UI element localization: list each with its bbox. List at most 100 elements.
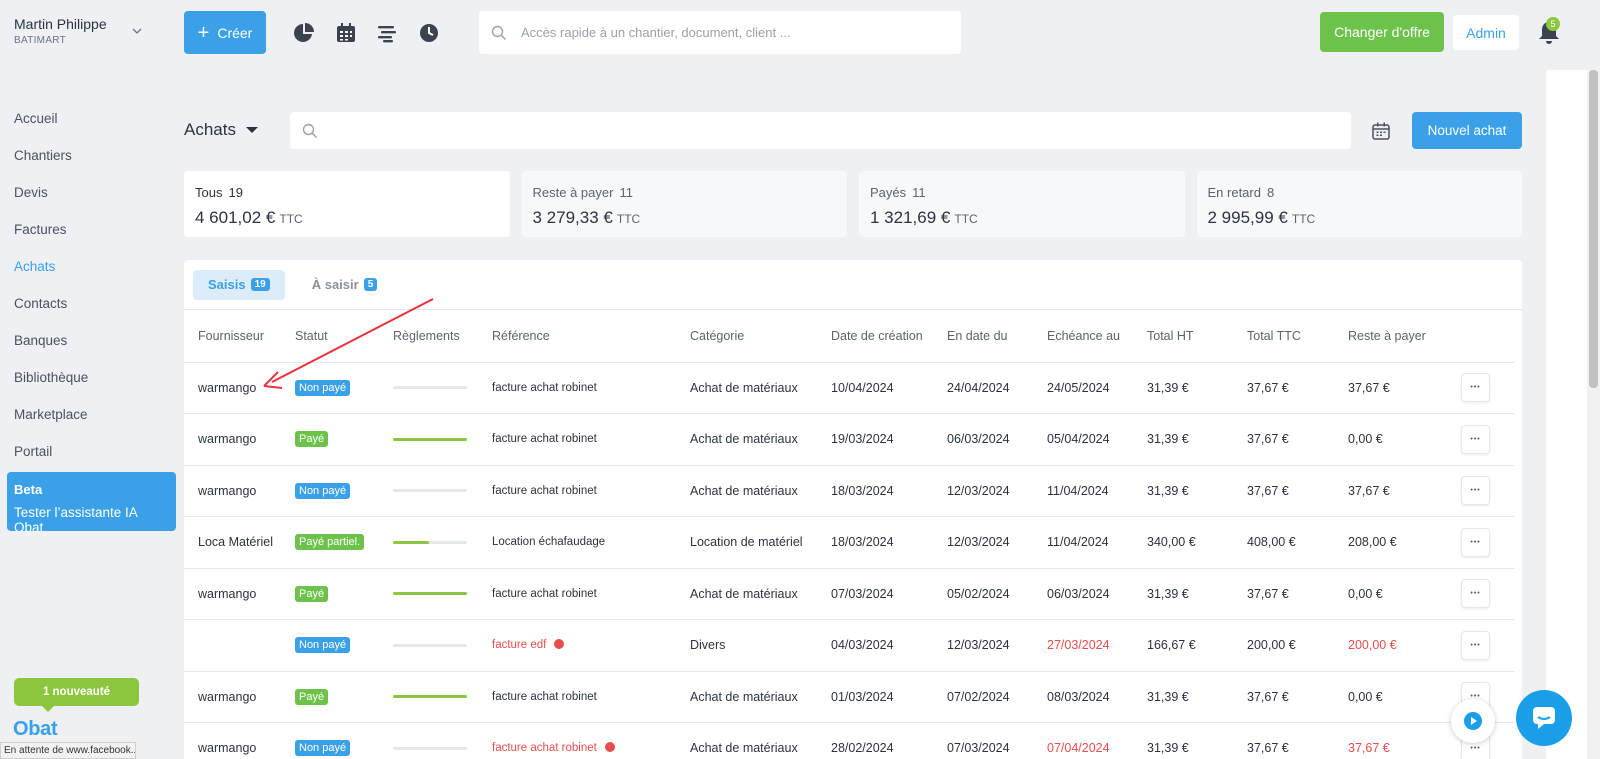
summary-card[interactable]: Tous 19 4 601,02 € TTC — [184, 171, 510, 237]
column-header[interactable]: Echéance au — [1033, 310, 1133, 363]
more-options-button[interactable]: ••• — [1461, 579, 1490, 609]
video-play-button[interactable] — [1451, 699, 1495, 743]
creation-date-cell: 10/04/2024 — [817, 362, 933, 414]
sidebar-item-chantiers[interactable]: Chantiers — [14, 148, 72, 163]
sidebar-item-marketplace[interactable]: Marketplace — [14, 407, 88, 422]
total-ht-cell: 340,00 € — [1133, 516, 1233, 569]
global-search[interactable] — [479, 11, 961, 54]
sidebar: Accueil Chantiers Devis Factures Achats Conta… — [0, 100, 176, 470]
sidebar-item-factures[interactable]: Factures — [14, 222, 67, 237]
status-badge: Non payé — [295, 379, 351, 396]
column-header[interactable]: Fournisseur — [184, 310, 281, 363]
total-ht-cell: 166,67 € — [1133, 619, 1233, 672]
summary-card[interactable]: Payés 11 1 321,69 € TTC — [859, 171, 1185, 237]
invoice-date-cell: 12/03/2024 — [933, 465, 1033, 517]
tab-label: Saisis — [208, 277, 246, 292]
category-cell: Achat de matériaux — [676, 722, 817, 759]
global-search-input[interactable] — [521, 25, 941, 40]
clock-icon[interactable] — [418, 22, 440, 44]
payment-progress-bar — [393, 386, 467, 390]
scrollbar-thumb[interactable] — [1589, 70, 1598, 388]
purchases-search[interactable] — [290, 112, 1351, 149]
date-filter-calendar-icon[interactable] — [1370, 120, 1392, 142]
table-row[interactable]: warmango Non payé facture achat robinet Ach… — [184, 362, 1514, 414]
column-header[interactable]: Date de création — [817, 310, 933, 363]
sidebar-item-portail[interactable]: Portail — [14, 444, 53, 459]
table-row[interactable]: warmango Payé facture achat robinet Achat d… — [184, 413, 1514, 466]
account-switcher[interactable]: Martin Philippe BATIMART — [14, 16, 154, 46]
admin-button[interactable]: Admin — [1453, 15, 1519, 50]
summary-cards: Tous 19 4 601,02 € TTC Reste à payer 11 3 279,… — [184, 171, 1522, 237]
card-label-text: Payés — [870, 185, 907, 200]
ellipsis-icon: ••• — [1470, 693, 1481, 701]
chevron-down-icon — [132, 28, 142, 34]
late-indicator-dot — [604, 742, 615, 753]
payments-cell — [379, 619, 478, 672]
tabs: Saisis 19 À saisir 5 — [184, 260, 1522, 310]
more-options-button[interactable]: ••• — [1461, 527, 1490, 557]
sidebar-item-achats[interactable]: Achats — [14, 259, 56, 274]
tab-a-saisir[interactable]: À saisir 5 — [297, 270, 393, 300]
purchases-search-input[interactable] — [328, 123, 1328, 138]
table-row[interactable]: warmango Payé facture achat robinet Achat d… — [184, 568, 1514, 620]
card-amount-suffix: TTC — [279, 212, 303, 226]
column-header[interactable]: Référence — [478, 310, 676, 363]
more-options-button[interactable]: ••• — [1461, 424, 1490, 454]
supplier-cell: Loca Matériel — [184, 516, 281, 569]
pie-chart-icon[interactable] — [293, 22, 315, 44]
column-header[interactable]: Statut — [281, 310, 379, 363]
more-options-button[interactable]: ••• — [1461, 373, 1490, 403]
planning-bars-icon[interactable] — [376, 22, 398, 44]
sidebar-item-contacts[interactable]: Contacts — [14, 296, 68, 311]
due-date-cell: 24/05/2024 — [1033, 362, 1133, 414]
supplier-cell: warmango — [184, 465, 281, 517]
actions-cell: ••• — [1447, 619, 1514, 672]
page-title-dropdown[interactable]: Achats — [184, 120, 258, 140]
beta-ai-assistant-button[interactable]: Beta Tester l’assistante IA Obat — [7, 472, 176, 535]
column-header[interactable]: Total TTC — [1233, 310, 1334, 363]
calendar-icon[interactable] — [335, 22, 357, 44]
sidebar-item-banques[interactable]: Banques — [14, 333, 68, 348]
tab-count-badge: 19 — [250, 278, 270, 291]
card-amount: 1 321,69 € TTC — [870, 208, 1174, 228]
more-options-button[interactable]: ••• — [1461, 476, 1490, 506]
browser-status-bar: En attente de www.facebook... — [0, 742, 136, 759]
invoice-date-cell: 24/04/2024 — [933, 362, 1033, 414]
beta-title: Beta — [14, 482, 43, 497]
late-indicator-dot — [554, 639, 565, 650]
column-header[interactable]: Total HT — [1133, 310, 1233, 363]
card-amount-suffix: TTC — [954, 212, 978, 226]
card-amount-suffix: TTC — [616, 212, 641, 226]
remaining-cell: 200,00 € — [1334, 619, 1447, 672]
more-options-button[interactable]: ••• — [1461, 630, 1490, 660]
column-header[interactable]: En date du — [933, 310, 1033, 363]
table-row[interactable]: Loca Matériel Payé partiel. Location échaf… — [184, 516, 1514, 569]
card-count: 11 — [912, 185, 926, 200]
table-row[interactable]: warmango Non payé facture achat robinet Ach… — [184, 465, 1514, 517]
category-cell: Location de matériel — [676, 516, 817, 569]
news-badge[interactable]: 1 nouveauté — [14, 678, 139, 712]
remaining-cell: 37,67 € — [1334, 465, 1447, 517]
column-header[interactable]: Reste à payer — [1334, 310, 1447, 363]
summary-card[interactable]: En retard 8 2 995,99 € TTC — [1196, 171, 1522, 237]
sidebar-item-devis[interactable]: Devis — [14, 185, 48, 200]
card-label-text: Reste à payer — [532, 185, 614, 200]
table-row[interactable]: Non payé facture edf Divers 04/03/2024 12/03… — [184, 619, 1514, 672]
payments-cell — [379, 362, 478, 414]
column-header[interactable]: Règlements — [379, 310, 478, 363]
change-offer-button[interactable]: Changer d'offre — [1320, 12, 1444, 52]
status-badge: Payé — [295, 585, 329, 602]
card-amount: 3 279,33 € TTC — [533, 208, 837, 228]
sidebar-item-accueil[interactable]: Accueil — [14, 111, 58, 126]
chat-button[interactable] — [1516, 690, 1572, 746]
new-purchase-button[interactable]: Nouvel achat — [1412, 112, 1522, 149]
tab-saisis[interactable]: Saisis 19 — [193, 269, 285, 300]
payment-progress-fill — [393, 592, 467, 596]
table-row[interactable]: warmango Payé facture achat robinet Achat d… — [184, 671, 1514, 723]
column-header[interactable]: Catégorie — [676, 310, 817, 363]
status-cell: Non payé — [281, 722, 379, 759]
table-row[interactable]: warmango Non payé facture achat robinet Ach… — [184, 722, 1514, 759]
summary-card[interactable]: Reste à payer 11 3 279,33 € TTC — [521, 171, 847, 237]
sidebar-item-bibliotheque[interactable]: Bibliothèque — [14, 370, 89, 385]
create-button[interactable]: + Créer — [184, 11, 266, 54]
